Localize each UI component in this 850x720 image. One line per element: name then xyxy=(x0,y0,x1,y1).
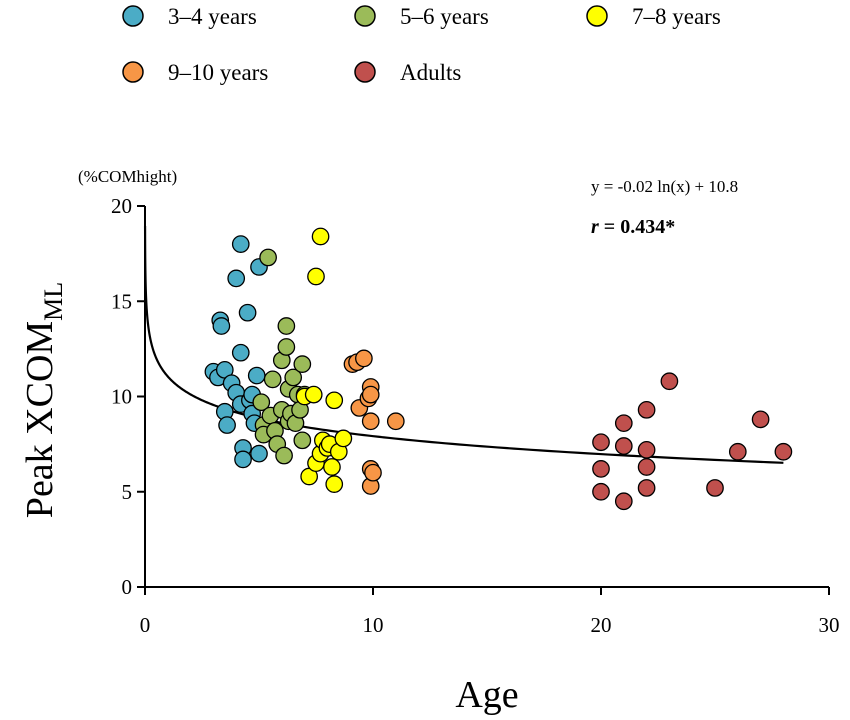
point-7-8-years xyxy=(325,391,344,410)
y-tick-label: 15 xyxy=(111,289,132,313)
point-adults xyxy=(614,414,633,433)
legend-label-5-6-years: 5–6 years xyxy=(400,4,489,29)
point-7-8-years xyxy=(307,267,325,286)
legend: 3–4 years 5–6 years 7–8 years 9–10 years Adu… xyxy=(122,4,721,85)
point-9-10-years xyxy=(361,412,380,431)
point-adults xyxy=(637,479,656,497)
point-3-4-years xyxy=(212,317,231,335)
point-adults xyxy=(706,479,724,497)
y-tick-label: 0 xyxy=(122,575,133,599)
point-3-4-years xyxy=(218,416,236,434)
correlation-label: r = 0.434* xyxy=(591,216,675,238)
point-5-6-years xyxy=(284,368,303,387)
point-adults xyxy=(637,440,656,459)
point-3-4-years xyxy=(250,444,268,463)
point-adults xyxy=(592,460,610,478)
point-9-10-years xyxy=(364,463,382,482)
point-7-8-years xyxy=(325,475,344,493)
data-points xyxy=(204,227,793,511)
point-3-4-years xyxy=(227,269,246,288)
legend-marker-9-10-years xyxy=(122,61,144,83)
legend-marker-7-8-years xyxy=(586,5,608,27)
y-tick-label: 5 xyxy=(122,480,133,504)
point-5-6-years xyxy=(275,446,293,465)
point-5-6-years xyxy=(252,393,271,412)
y-tick-label: 10 xyxy=(111,385,132,409)
point-3-4-years xyxy=(247,366,266,385)
point-3-4-years xyxy=(238,303,257,322)
point-9-10-years xyxy=(361,385,380,404)
point-7-8-years xyxy=(311,227,330,246)
legend-marker-5-6-years xyxy=(354,5,376,27)
point-adults xyxy=(614,492,633,511)
point-adults xyxy=(637,458,656,476)
y-tick-label: 20 xyxy=(111,194,132,218)
trend-equation: y = -0.02 ln(x) + 10.8 xyxy=(591,177,738,196)
point-adults xyxy=(637,400,656,419)
point-3-4-years xyxy=(231,343,250,362)
x-tick-label: 10 xyxy=(363,613,384,637)
x-tick-label: 0 xyxy=(140,613,151,637)
legend-label-adults: Adults xyxy=(400,60,461,85)
legend-marker-adults xyxy=(354,61,376,83)
x-tick-label: 30 xyxy=(819,613,840,637)
point-adults xyxy=(774,442,793,461)
point-5-6-years xyxy=(277,317,296,335)
point-adults xyxy=(592,482,610,501)
point-7-8-years xyxy=(304,385,323,404)
y-ticks: 0 5 10 15 20 xyxy=(111,194,145,599)
legend-marker-3-4-years xyxy=(122,5,144,27)
point-5-6-years xyxy=(259,248,277,267)
point-5-6-years xyxy=(277,338,296,356)
point-7-8-years xyxy=(334,429,353,448)
point-5-6-years xyxy=(263,370,282,389)
point-9-10-years xyxy=(386,412,405,431)
x-axis-label: Age xyxy=(455,674,518,716)
point-adults xyxy=(614,437,633,455)
point-adults xyxy=(751,410,770,429)
point-adults xyxy=(728,442,747,461)
point-9-10-years xyxy=(355,349,373,368)
y-axis-label: Peak XCOMML xyxy=(19,282,68,518)
point-adults xyxy=(592,433,610,452)
x-ticks: 0 10 20 30 xyxy=(140,587,840,637)
point-7-8-years xyxy=(323,458,341,476)
legend-label-3-4-years: 3–4 years xyxy=(168,4,257,29)
point-3-4-years xyxy=(231,235,250,253)
x-tick-label: 20 xyxy=(591,613,612,637)
point-adults xyxy=(660,372,679,391)
legend-label-7-8-years: 7–8 years xyxy=(632,4,721,29)
point-5-6-years xyxy=(293,355,312,373)
point-3-4-years xyxy=(234,450,252,469)
y-unit-label: (%COMhight) xyxy=(78,167,177,186)
point-5-6-years xyxy=(293,431,312,450)
legend-label-9-10-years: 9–10 years xyxy=(168,60,268,85)
